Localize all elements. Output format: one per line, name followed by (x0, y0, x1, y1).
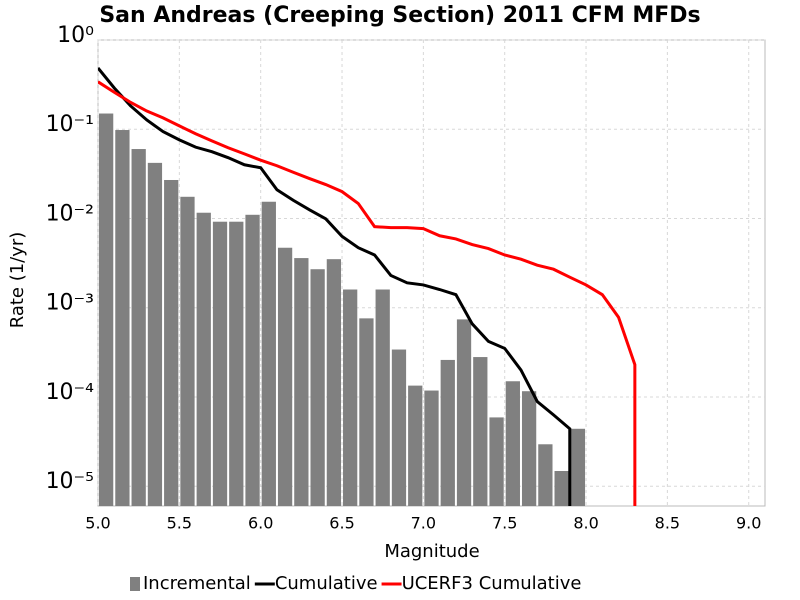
bar (473, 357, 488, 506)
bar (424, 390, 439, 506)
bar (505, 381, 520, 506)
bar (521, 391, 537, 506)
x-tick-label: 7.5 (492, 514, 517, 533)
bar (343, 289, 358, 506)
y-tick-label: 10⁻⁵ (46, 469, 94, 494)
x-tick-label: 8.0 (573, 514, 598, 533)
bar (294, 258, 309, 506)
bar (196, 212, 211, 506)
x-tick-label: 7.0 (411, 514, 436, 533)
y-tick-label: 10⁻¹ (46, 112, 94, 137)
bar (554, 471, 569, 506)
legend-label: Incremental (143, 573, 251, 594)
y-tick-label: 10⁻³ (46, 291, 94, 316)
x-tick-label: 9.0 (736, 514, 761, 533)
x-tick-label: 5.0 (85, 514, 110, 533)
legend: Incremental Cumulative UCERF3 Cumulative (130, 573, 581, 594)
bar (408, 385, 423, 506)
y-tick-label: 10⁻² (46, 201, 94, 226)
x-tick-label: 6.5 (329, 514, 354, 533)
bar (115, 130, 130, 506)
bar (164, 179, 179, 506)
x-tick-label: 8.5 (655, 514, 680, 533)
bar (229, 221, 244, 506)
bar (147, 162, 163, 506)
bar (391, 349, 407, 506)
bar (131, 149, 146, 506)
x-tick-label: 5.5 (167, 514, 192, 533)
y-tick-label: 10⁻⁴ (46, 380, 95, 405)
bar (359, 318, 374, 506)
bar (180, 196, 195, 506)
bar (245, 214, 260, 506)
y-tick-label: 10⁰ (57, 23, 94, 48)
bar (456, 319, 472, 506)
bar (99, 113, 114, 506)
legend-label: Cumulative (275, 573, 378, 594)
bar (277, 247, 293, 506)
legend-swatch (130, 577, 140, 591)
x-axis-label: Magnitude (384, 541, 479, 562)
legend-label: UCERF3 Cumulative (402, 573, 582, 594)
bar (261, 201, 276, 506)
bar (212, 221, 228, 506)
bar (489, 417, 504, 506)
y-axis-label: Rate (1/yr) (7, 232, 28, 329)
line (98, 67, 572, 506)
axes: 5.0 5.5 6.0 6.5 7.0 7.5 8.0 8.5 9.0 10⁰ 10⁻¹ 10⁻² 10… (46, 23, 762, 533)
chart-title: San Andreas (Creeping Section) 2011 CFM … (99, 3, 700, 28)
bar (310, 269, 325, 506)
marks (98, 67, 637, 506)
bar (570, 428, 586, 506)
line (98, 80, 637, 506)
bar (440, 359, 455, 506)
bar (538, 444, 553, 506)
bar (326, 259, 342, 506)
bar (375, 289, 390, 506)
x-tick-label: 6.0 (248, 514, 273, 533)
